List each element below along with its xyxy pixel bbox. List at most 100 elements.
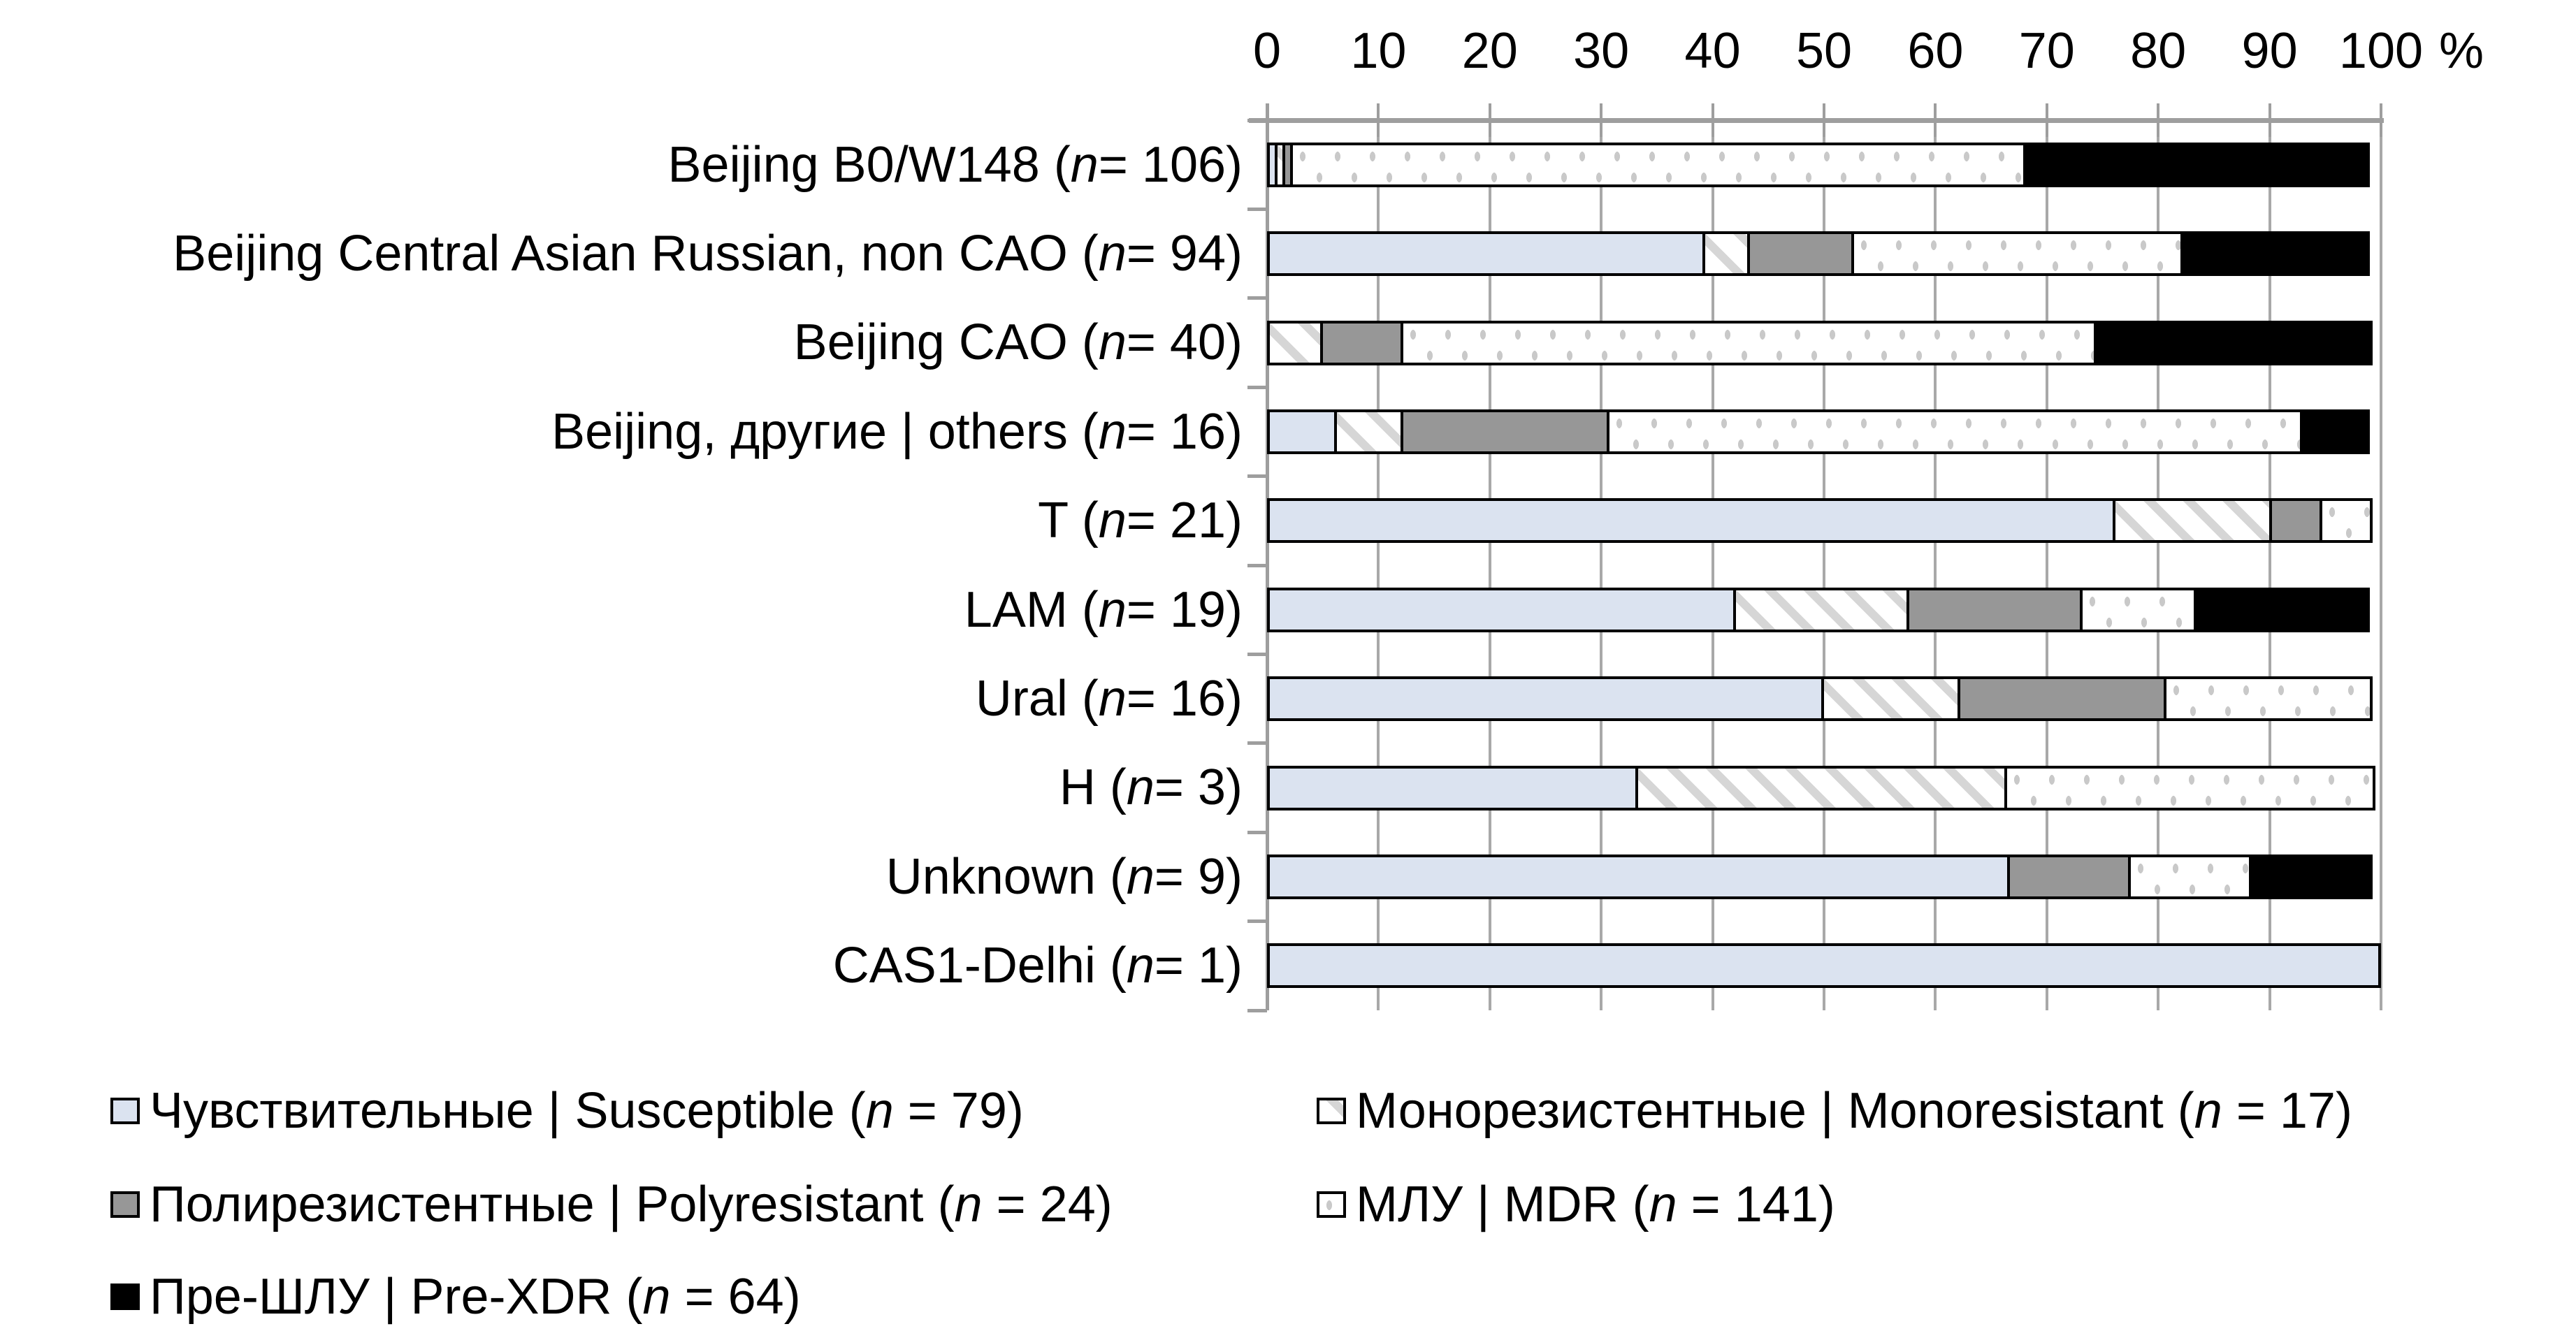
- bar-segment-monoresistant: [1733, 587, 1909, 632]
- bar-row: [1267, 765, 2381, 810]
- y-axis-tick: [1247, 118, 1267, 122]
- label-text-pre: Чувствительные | Susceptible (: [150, 1083, 866, 1139]
- label-text-pre: МЛУ | MDR (: [1356, 1177, 1649, 1232]
- bar-segment-mdr: [2127, 854, 2252, 899]
- bar-segment-polyresistant: [1906, 587, 2083, 632]
- label-n-italic: n: [1098, 226, 1127, 282]
- label-text-pre: Beijing CAO (: [793, 314, 1099, 371]
- x-axis-tick: [1934, 103, 1937, 137]
- category-label: LAM (n = 19): [0, 565, 1243, 654]
- legend-swatch-polyresistant: [110, 1191, 140, 1218]
- legend-swatch-pre_xdr: [110, 1284, 140, 1310]
- legend-item-monoresistant: Монорезистентные | Monoresistant (n = 17…: [1317, 1077, 2352, 1144]
- bar-segment-susceptible: [1267, 409, 1337, 454]
- y-axis-tick: [1247, 652, 1267, 656]
- y-axis-tick: [1247, 741, 1267, 746]
- category-label: CAS1-Delhi (n = 1): [0, 922, 1243, 1010]
- label-text-post: = 79): [893, 1083, 1024, 1139]
- x-axis-tick: [1488, 103, 1491, 137]
- label-text-pre: Ural (: [975, 671, 1099, 727]
- legend-swatch-susceptible: [110, 1098, 140, 1124]
- category-label: Beijing Central Asian Russian, non CAO (…: [0, 209, 1243, 298]
- legend-swatch-monoresistant: [1317, 1098, 1346, 1124]
- x-axis-tick-label: 90: [2241, 23, 2298, 79]
- bar-segment-polyresistant: [1401, 409, 1610, 454]
- bar-segment-pre_xdr: [2094, 320, 2373, 365]
- label-n-italic: n: [1126, 759, 1155, 816]
- legend-label: МЛУ | MDR (n = 141): [1356, 1176, 1835, 1233]
- plot-area: [1247, 103, 2384, 1012]
- bar-segment-pre_xdr: [2023, 142, 2370, 187]
- label-text-pre: Unknown (: [885, 848, 1127, 905]
- legend-label: Монорезистентные | Monoresistant (n = 17…: [1356, 1082, 2352, 1140]
- y-axis-tick: [1247, 830, 1267, 834]
- gridline: [1600, 120, 1603, 1010]
- x-axis-tick-label: 100: [2338, 23, 2424, 79]
- category-label: Beijing B0/W148 (n = 106): [0, 120, 1243, 209]
- bar-segment-susceptible: [1267, 498, 2116, 544]
- x-axis-tick-label: 40: [1684, 23, 1741, 79]
- y-axis-tick: [1247, 474, 1267, 479]
- bar-segment-monoresistant: [1267, 320, 1323, 365]
- bar-row: [1267, 142, 2381, 187]
- category-label: Unknown (n = 9): [0, 832, 1243, 921]
- y-axis-tick: [1247, 207, 1267, 211]
- bar-row: [1267, 587, 2381, 632]
- legend-label: Полирезистентные | Polyresistant (n = 24…: [150, 1176, 1113, 1233]
- x-axis-tick: [2157, 103, 2160, 137]
- label-text-post: = 106): [1098, 136, 1243, 193]
- label-text-pre: Beijing Central Asian Russian, non CAO (: [173, 226, 1099, 282]
- bar-segment-mdr: [1607, 409, 2303, 454]
- category-labels: Beijing B0/W148 (n = 106) Beijing Central…: [0, 120, 1243, 1010]
- x-axis-tick-label: 10: [1350, 23, 1407, 79]
- bar-segment-mdr: [1401, 320, 2097, 365]
- gridline: [1377, 120, 1380, 1010]
- label-text-post: = 21): [1126, 493, 1243, 549]
- y-axis-line: [1266, 103, 1269, 1010]
- bar-row: [1267, 231, 2381, 277]
- x-axis-unit-label: %: [2439, 23, 2484, 79]
- bar-segment-mdr: [2079, 587, 2197, 632]
- x-axis-tick-label: 70: [2018, 23, 2075, 79]
- x-axis-tick-label: 60: [1907, 23, 1964, 79]
- bar-segment-pre_xdr: [2300, 409, 2370, 454]
- label-text-post: = 141): [1677, 1177, 1835, 1232]
- gridline: [2157, 120, 2160, 1010]
- bar-segment-mdr: [1290, 142, 2026, 187]
- label-text-pre: H (: [1059, 759, 1127, 816]
- category-label: Ural (n = 16): [0, 654, 1243, 743]
- gridline: [1711, 120, 1714, 1010]
- label-text-pre: CAS1-Delhi (: [832, 938, 1127, 994]
- bar-segment-mdr: [2320, 498, 2373, 544]
- bar-row: [1267, 409, 2381, 454]
- x-axis-tick: [2045, 103, 2048, 137]
- x-axis-tick: [1600, 103, 1603, 137]
- label-text-pre: T (: [1038, 493, 1099, 549]
- label-text-post: = 19): [1126, 581, 1243, 638]
- legend-item-polyresistant: Полирезистентные | Polyresistant (n = 24…: [110, 1171, 1113, 1238]
- y-axis-tick: [1247, 296, 1267, 300]
- x-axis-tick: [2380, 103, 2382, 137]
- bar-segment-susceptible: [1267, 854, 2010, 899]
- x-axis-tick: [1823, 103, 1825, 137]
- label-text-pre: Beijing B0/W148 (: [667, 136, 1071, 193]
- y-axis-tick: [1247, 385, 1267, 389]
- x-axis-tick: [1266, 103, 1268, 137]
- label-n-italic: n: [1098, 493, 1127, 549]
- x-axis-tick-label: 30: [1573, 23, 1630, 79]
- bar-segment-polyresistant: [2006, 854, 2131, 899]
- x-axis-tick-label: 50: [1795, 23, 1853, 79]
- y-axis-tick: [1247, 919, 1267, 924]
- bar-segment-pre_xdr: [2194, 587, 2370, 632]
- label-n-italic: n: [1649, 1177, 1677, 1232]
- label-n-italic: n: [2194, 1083, 2222, 1139]
- label-text-pre: LAM (: [964, 581, 1099, 638]
- label-text-post: = 40): [1126, 314, 1243, 371]
- bar-segment-mdr: [2004, 765, 2375, 810]
- gridline: [1934, 120, 1937, 1010]
- legend-label: Пре-ШЛУ | Pre-XDR (n = 64): [150, 1268, 801, 1325]
- label-text-post: = 1): [1154, 938, 1243, 994]
- bar-segment-susceptible: [1267, 943, 2381, 989]
- gridline: [2045, 120, 2048, 1010]
- bar-row: [1267, 943, 2381, 989]
